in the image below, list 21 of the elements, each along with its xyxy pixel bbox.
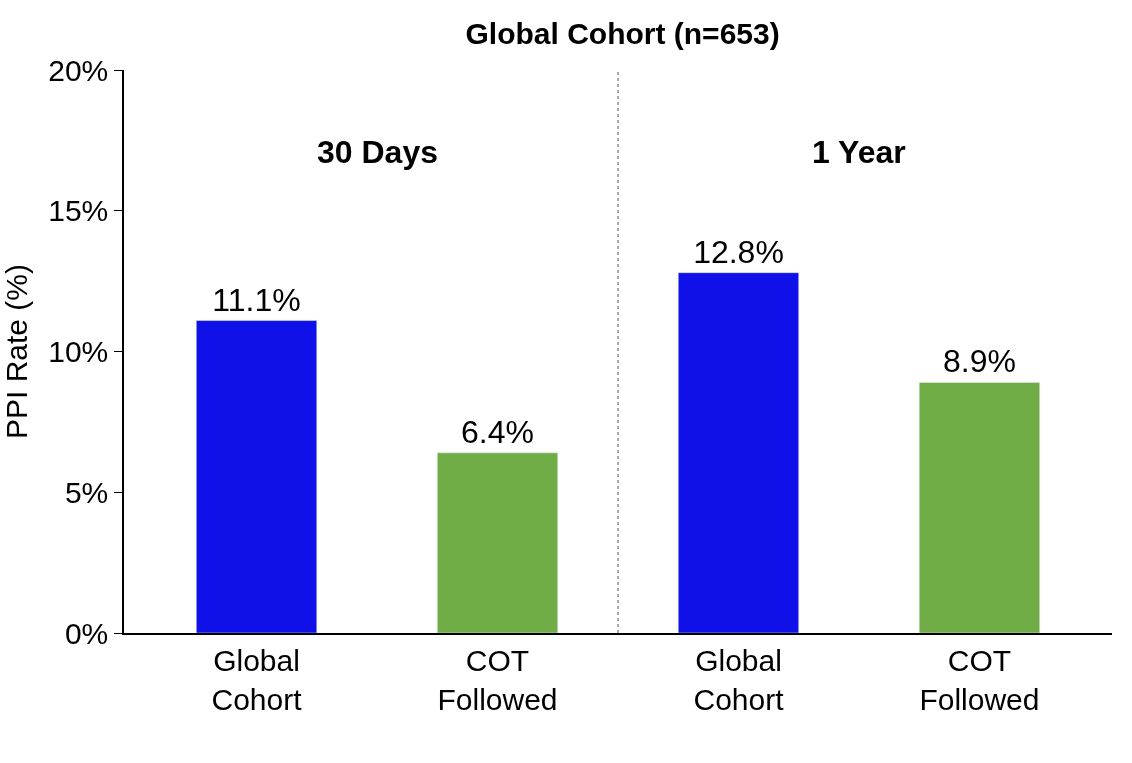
- chart-title: Global Cohort (n=653): [465, 16, 780, 50]
- y-tick-label: 20%: [48, 53, 109, 87]
- data-label: 11.1%: [212, 281, 301, 318]
- data-label: 6.4%: [461, 413, 534, 450]
- x-tick-label: COT Followed: [919, 643, 1040, 716]
- bar: [918, 382, 1040, 633]
- bar: [196, 320, 318, 633]
- y-tick-label: 10%: [48, 335, 109, 368]
- x-tick-label: COT Followed: [437, 643, 558, 716]
- y-tick-label: 0%: [64, 616, 109, 650]
- data-label: 8.9%: [943, 343, 1016, 380]
- annotation: 30 Days: [317, 134, 438, 170]
- annotation: 1 Year: [812, 134, 906, 170]
- y-tick-label: 5%: [64, 475, 109, 509]
- y-tick-label: 15%: [48, 194, 109, 228]
- y-axis-title: PPI Rate (%): [0, 263, 33, 440]
- data-label: 12.8%: [693, 233, 784, 270]
- x-tick-label: Global Cohort: [211, 643, 303, 716]
- x-tick-label: Global Cohort: [693, 643, 785, 716]
- bar: [437, 452, 559, 633]
- bar: [677, 272, 799, 633]
